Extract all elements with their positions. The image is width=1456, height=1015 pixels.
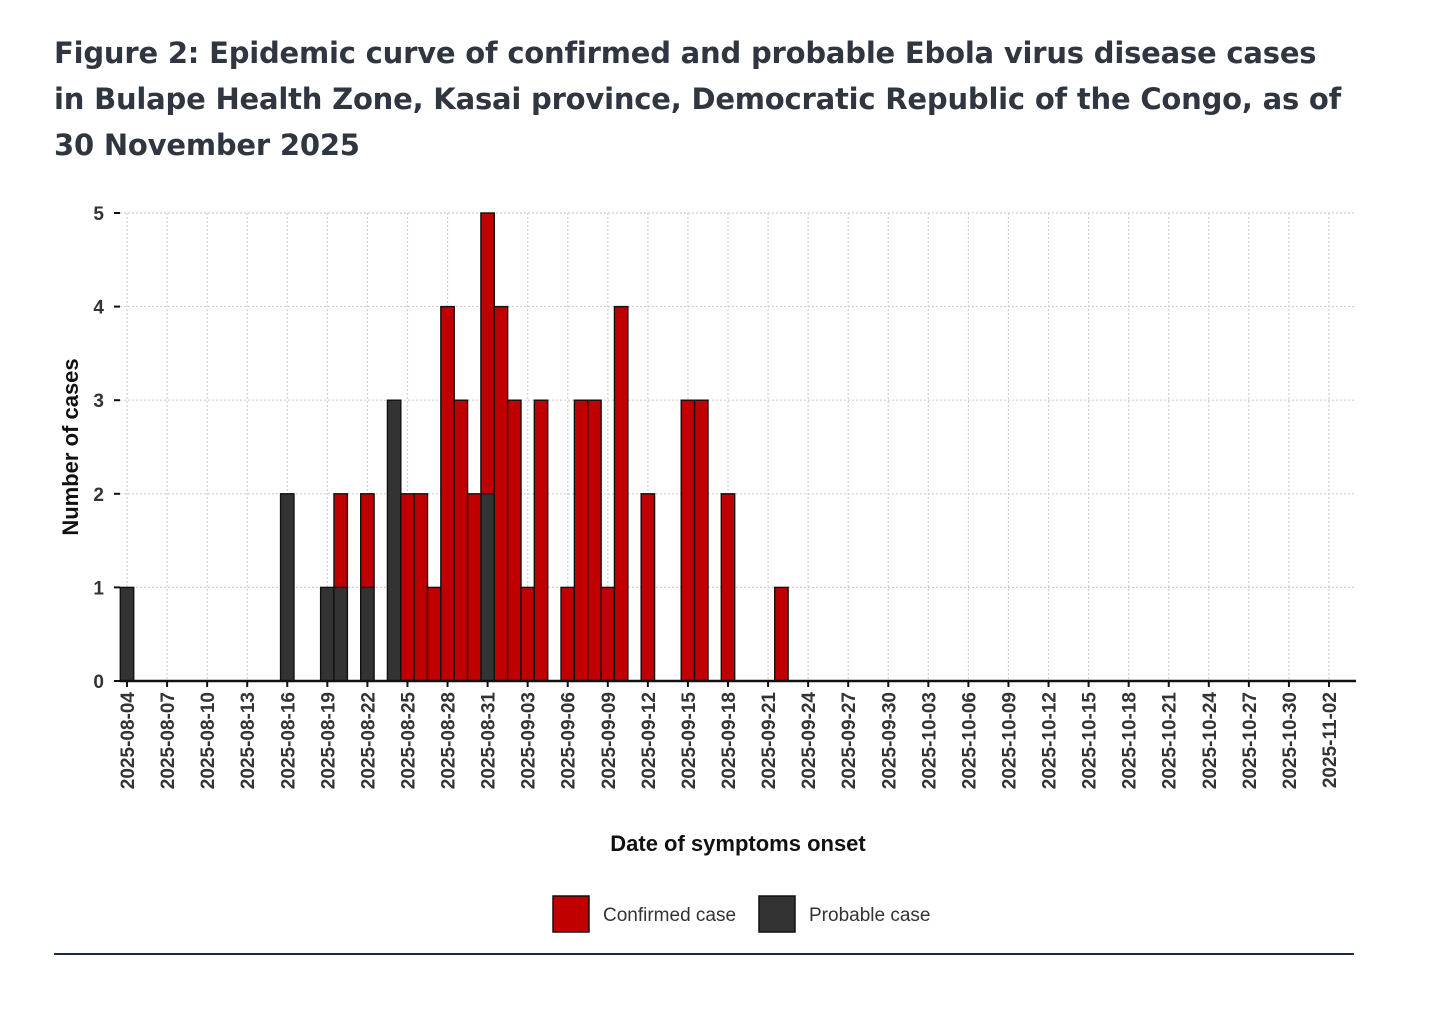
y-axis-title: Number of cases xyxy=(58,358,83,535)
confirmed-bar-2025-08-22 xyxy=(360,493,375,589)
confirmed-bar-2025-09-01 xyxy=(493,305,509,682)
axes: 0 1 2 3 4 5 2025-08-04 2025-08-07 2025-08-10 2025… xyxy=(58,204,1356,856)
confirmed-bar-2025-08-30 xyxy=(466,493,482,682)
x-tick-label: 2025-10-15 xyxy=(1080,692,1101,790)
probable-bar-2025-08-24 xyxy=(386,399,402,682)
x-tick-label: 2025-10-12 xyxy=(1040,692,1061,789)
x-tick-label: 2025-10-24 xyxy=(1200,692,1221,790)
probable-bar-2025-08-04 xyxy=(119,586,135,682)
probable-bar-2025-08-19 xyxy=(319,586,335,682)
x-tick-label: 2025-09-15 xyxy=(679,692,700,790)
confirmed-bar-2025-08-31 xyxy=(480,212,495,495)
y-tick-label: 1 xyxy=(93,578,104,599)
figure-title: Figure 2: Epidemic curve of confirmed an… xyxy=(54,36,1342,162)
x-tick-label: 2025-09-21 xyxy=(759,692,780,790)
x-tick-label: 2025-08-04 xyxy=(118,692,139,790)
x-tick-label: 2025-11-02 xyxy=(1320,692,1341,788)
legend-confirmed-swatch xyxy=(552,895,590,933)
confirmed-bar-2025-09-08 xyxy=(587,399,602,682)
confirmed-bar-2025-09-06 xyxy=(560,586,576,682)
probable-bar-2025-08-22 xyxy=(360,586,375,682)
x-tick-label: 2025-10-06 xyxy=(959,692,980,789)
bars xyxy=(119,212,789,682)
x-tick-label: 2025-10-21 xyxy=(1160,692,1181,790)
x-tick-label: 2025-10-30 xyxy=(1280,692,1301,789)
x-tick-label: 2025-09-09 xyxy=(599,692,620,789)
probable-bar-2025-08-31 xyxy=(480,493,495,682)
y-tick-label: 3 xyxy=(93,391,104,412)
x-tick-label: 2025-10-09 xyxy=(999,692,1020,789)
x-tick-label: 2025-09-12 xyxy=(639,692,660,789)
x-tick-label: 2025-08-16 xyxy=(278,692,299,789)
confirmed-bar-2025-08-28 xyxy=(440,305,455,682)
confirmed-bar-2025-09-12 xyxy=(640,493,656,682)
confirmed-bar-2025-08-29 xyxy=(453,399,469,682)
y-tick-label: 5 xyxy=(93,204,104,225)
x-tick-label: 2025-09-30 xyxy=(879,692,900,789)
confirmed-bar-2025-09-07 xyxy=(573,399,589,682)
confirmed-bar-2025-09-04 xyxy=(533,399,549,682)
x-tick-label: 2025-10-03 xyxy=(919,692,940,789)
grid-lines xyxy=(120,212,1356,681)
legend-confirmed-label: Confirmed case xyxy=(603,905,736,926)
x-tick-label: 2025-08-25 xyxy=(398,692,419,790)
x-tick-label: 2025-08-31 xyxy=(479,692,500,790)
confirmed-bar-2025-09-03 xyxy=(520,586,536,682)
x-tick-label: 2025-09-27 xyxy=(839,692,860,789)
x-tick-label: 2025-08-10 xyxy=(198,692,219,789)
x-tick-label: 2025-08-22 xyxy=(358,692,379,789)
y-tick-label: 0 xyxy=(93,672,104,693)
x-tick-label: 2025-10-18 xyxy=(1120,692,1141,789)
x-axis-title: Date of symptoms onset xyxy=(610,831,866,856)
x-tick-label: 2025-10-27 xyxy=(1240,692,1261,789)
confirmed-bar-2025-09-18 xyxy=(720,493,736,682)
x-tick-label: 2025-09-24 xyxy=(799,692,820,790)
confirmed-bar-2025-08-27 xyxy=(426,586,442,682)
probable-bar-2025-08-20 xyxy=(333,586,349,682)
legend-probable-label: Probable case xyxy=(809,905,930,926)
confirmed-bar-2025-09-09 xyxy=(600,586,616,682)
confirmed-bar-2025-08-25 xyxy=(400,493,415,682)
x-tick-label: 2025-09-06 xyxy=(559,692,580,789)
confirmed-bar-2025-09-16 xyxy=(693,399,709,682)
x-tick-label: 2025-09-18 xyxy=(719,692,740,789)
x-tick-label: 2025-08-07 xyxy=(158,692,179,789)
legend-probable-swatch xyxy=(758,895,796,933)
confirmed-bar-2025-09-22 xyxy=(774,586,789,682)
confirmed-bar-2025-08-20 xyxy=(333,493,349,589)
bottom-divider xyxy=(54,953,1354,955)
confirmed-bar-2025-09-10 xyxy=(613,305,629,682)
x-tick-label: 2025-09-03 xyxy=(519,692,540,789)
probable-bar-2025-08-16 xyxy=(279,493,295,682)
y-tick-label: 4 xyxy=(93,298,104,319)
confirmed-bar-2025-09-15 xyxy=(680,399,696,682)
x-tick-label: 2025-08-13 xyxy=(238,692,259,789)
legend: Confirmed case Probable case xyxy=(552,895,930,933)
confirmed-bar-2025-09-02 xyxy=(506,399,522,682)
confirmed-bar-2025-08-26 xyxy=(413,493,429,682)
y-tick-label: 2 xyxy=(93,485,104,506)
x-tick-label: 2025-08-28 xyxy=(439,692,460,789)
x-tick-label: 2025-08-19 xyxy=(318,692,339,789)
